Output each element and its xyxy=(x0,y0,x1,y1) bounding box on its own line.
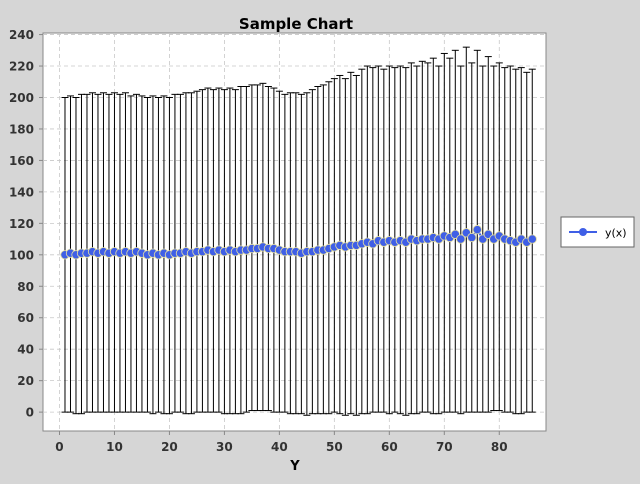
y-tick-label: 40 xyxy=(17,343,34,357)
x-tick-label: 0 xyxy=(55,440,63,454)
axis-layer: 0 20 40 60 80 100 120 140 160 180 200 220 240 0 10 20 30… xyxy=(9,28,508,454)
x-axis-label: Y xyxy=(289,459,300,474)
y-tick-label: 20 xyxy=(17,374,34,388)
x-tick-label: 50 xyxy=(326,440,343,454)
series-layer xyxy=(60,225,537,260)
chart-title: Sample Chart xyxy=(239,15,353,33)
y-tick-label: 240 xyxy=(9,28,34,42)
x-tick-label: 40 xyxy=(271,440,288,454)
y-tick-label: 100 xyxy=(9,248,34,262)
x-tick-label: 10 xyxy=(106,440,123,454)
data-point xyxy=(467,232,477,243)
legend-entry-label: y(x) xyxy=(605,227,627,240)
x-tick-label: 70 xyxy=(436,440,453,454)
y-tick-label: 60 xyxy=(17,311,34,325)
x-tick-label: 20 xyxy=(161,440,178,454)
y-tick-label: 120 xyxy=(9,217,34,231)
y-tick-label: 180 xyxy=(9,122,34,136)
data-point xyxy=(527,234,537,244)
y-tick-label: 200 xyxy=(9,91,34,105)
y-tick-label: 0 xyxy=(26,406,34,420)
y-tick-label: 220 xyxy=(9,60,34,74)
x-tick-label: 60 xyxy=(381,440,398,454)
y-tick-label: 140 xyxy=(9,185,34,199)
y-tick-label: 160 xyxy=(9,154,34,168)
data-point xyxy=(456,234,466,244)
legend-marker-swatch xyxy=(579,228,587,236)
legend: y(x) xyxy=(560,216,635,248)
y-tick-label: 80 xyxy=(17,280,34,294)
data-point xyxy=(472,225,482,235)
x-tick-label: 30 xyxy=(216,440,233,454)
x-tick-label: 80 xyxy=(491,440,508,454)
